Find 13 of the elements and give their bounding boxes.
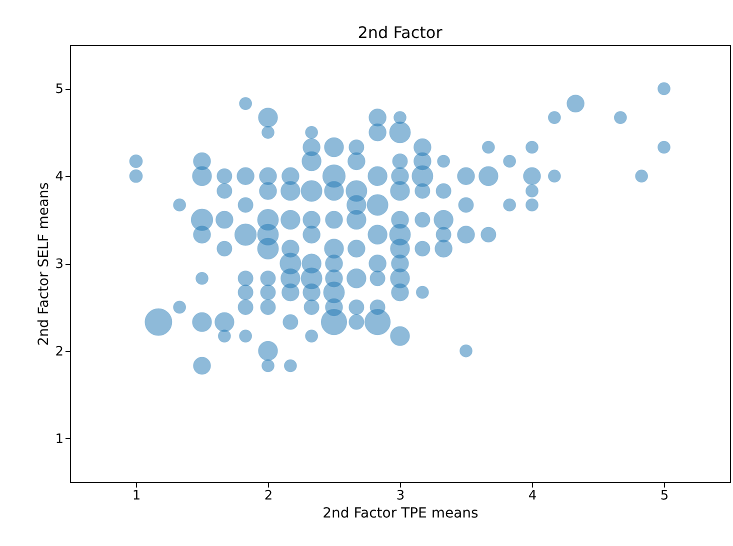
- y-tick-label: 4: [55, 170, 64, 185]
- x-axis-title: 2nd Factor TPE means: [322, 506, 478, 522]
- y-tick-label: 2: [55, 344, 64, 360]
- y-tick-label: 5: [55, 82, 64, 98]
- x-tick-label: 1: [132, 488, 141, 504]
- x-tick-label: 4: [528, 488, 537, 504]
- y-tick-label: 3: [55, 257, 64, 272]
- y-axis-title: 2nd Factor SELF means: [36, 182, 52, 346]
- x-tick-label: 5: [660, 488, 669, 504]
- y-tick-label: 1: [55, 432, 64, 447]
- x-tick-label: 2: [264, 488, 273, 504]
- chart-title: 2nd Factor: [358, 23, 443, 42]
- x-tick-label: 3: [396, 488, 405, 504]
